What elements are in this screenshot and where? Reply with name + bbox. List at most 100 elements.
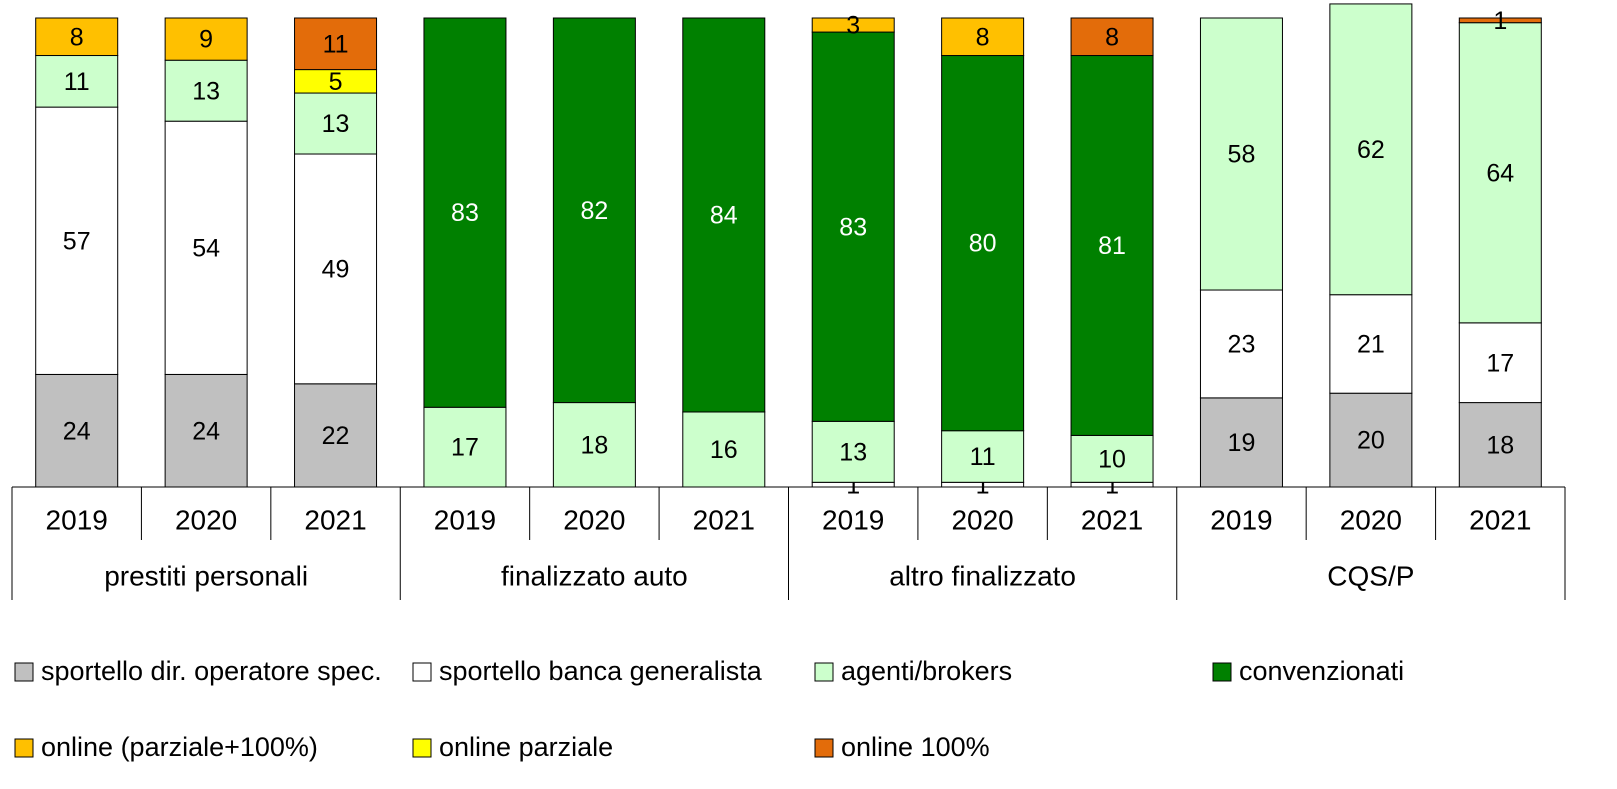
data-label: 13 <box>839 438 867 466</box>
legend-label: sportello banca generalista <box>439 656 763 686</box>
bar-segment <box>1329 294 1413 394</box>
bar-segment <box>1199 289 1283 399</box>
data-label: 83 <box>451 199 479 227</box>
x-tick-label: 2020 <box>1340 504 1402 535</box>
bar-segment <box>552 17 636 404</box>
legend-label: sportello dir. operatore spec. <box>41 656 382 686</box>
legend-swatch <box>412 738 432 758</box>
bar-segment <box>811 31 895 422</box>
legend-label: online (parziale+100%) <box>41 732 318 762</box>
data-label: 11 <box>64 68 90 96</box>
data-label: 54 <box>192 234 220 262</box>
data-label: 16 <box>710 436 738 464</box>
data-label: 81 <box>1098 232 1126 260</box>
data-label: 9 <box>199 26 213 54</box>
bar-segment <box>941 55 1025 432</box>
data-label: 62 <box>1357 136 1385 164</box>
data-label: 18 <box>1486 431 1514 459</box>
bar-segment <box>164 120 248 375</box>
data-label: 80 <box>969 230 997 258</box>
bar-segment <box>682 17 766 413</box>
legend-swatch <box>14 662 34 682</box>
data-label: 3 <box>846 12 860 40</box>
data-label: 24 <box>63 417 91 445</box>
data-label: 8 <box>70 23 84 51</box>
data-label: 5 <box>329 68 343 96</box>
bar-segment <box>164 59 248 122</box>
group-label: finalizzato auto <box>501 560 688 591</box>
legend-swatch <box>412 662 432 682</box>
bar-segment <box>1458 322 1542 404</box>
data-label: 49 <box>322 256 350 284</box>
bar-segment <box>294 92 378 155</box>
bar-segment <box>1458 17 1542 24</box>
x-tick-label: 2019 <box>822 504 884 535</box>
group-label: CQS/P <box>1327 560 1414 591</box>
group-label: altro finalizzato <box>889 560 1076 591</box>
x-tick-label: 2019 <box>46 504 108 535</box>
x-tick-label: 2020 <box>951 504 1013 535</box>
x-tick-label: 2021 <box>693 504 755 535</box>
bar-segment <box>941 17 1025 57</box>
data-label: 8 <box>1105 23 1119 51</box>
bar-segment <box>35 17 119 57</box>
legend-label: online 100% <box>841 732 990 762</box>
bar-segment <box>811 17 895 33</box>
x-tick-label: 2019 <box>434 504 496 535</box>
data-label: 13 <box>192 77 220 105</box>
bar-segment <box>1329 3 1413 296</box>
legend-label: convenzionati <box>1239 656 1404 686</box>
bar-segment <box>1329 392 1413 488</box>
data-label: 1 <box>1493 7 1507 35</box>
data-label: 83 <box>839 213 867 241</box>
legend-label: online parziale <box>439 732 613 762</box>
legend-label: agenti/brokers <box>841 656 1012 686</box>
bar-segment <box>164 17 248 61</box>
bar-segment <box>423 17 507 408</box>
bar-segment <box>35 373 119 488</box>
x-tick-label: 2020 <box>175 504 237 535</box>
bar-segment <box>552 402 636 488</box>
data-label: 58 <box>1228 141 1256 169</box>
data-label: 64 <box>1486 159 1514 187</box>
data-label: 23 <box>1228 331 1256 359</box>
legend-swatch <box>14 738 34 758</box>
bar-segment <box>294 17 378 71</box>
legend-swatch <box>814 662 834 682</box>
data-label: 8 <box>976 23 990 51</box>
bar-segment <box>294 153 378 385</box>
bar-segment <box>164 373 248 488</box>
data-label: 24 <box>192 417 220 445</box>
x-tick-label: 2019 <box>1210 504 1272 535</box>
data-label: 21 <box>1357 331 1385 359</box>
data-label: 10 <box>1098 445 1126 473</box>
bar-segment <box>1458 22 1542 324</box>
data-label: 17 <box>451 434 479 462</box>
x-tick-label: 2021 <box>1469 504 1531 535</box>
legend-swatch <box>814 738 834 758</box>
bar-segment <box>423 406 507 488</box>
data-label: 18 <box>580 431 608 459</box>
data-label: 17 <box>1486 349 1514 377</box>
data-label: 82 <box>580 197 608 225</box>
x-tick-label: 2020 <box>563 504 625 535</box>
data-label: 84 <box>710 202 738 230</box>
legend-swatch <box>1212 662 1232 682</box>
bar-segment <box>682 411 766 488</box>
data-label: 13 <box>322 110 350 138</box>
bar-segment <box>1070 55 1154 436</box>
data-label: 57 <box>63 227 91 255</box>
data-label: 11 <box>323 30 349 58</box>
data-label: 11 <box>970 443 996 471</box>
group-label: prestiti personali <box>104 560 308 591</box>
bar-segment <box>35 106 119 375</box>
bar-segment <box>1070 17 1154 57</box>
bar-segment <box>811 420 895 483</box>
x-tick-label: 2021 <box>304 504 366 535</box>
x-tick-label: 2021 <box>1081 504 1143 535</box>
data-label: 19 <box>1228 429 1256 457</box>
data-label: 22 <box>322 422 350 450</box>
data-label: 20 <box>1357 427 1385 455</box>
bar-segment <box>1199 17 1283 291</box>
